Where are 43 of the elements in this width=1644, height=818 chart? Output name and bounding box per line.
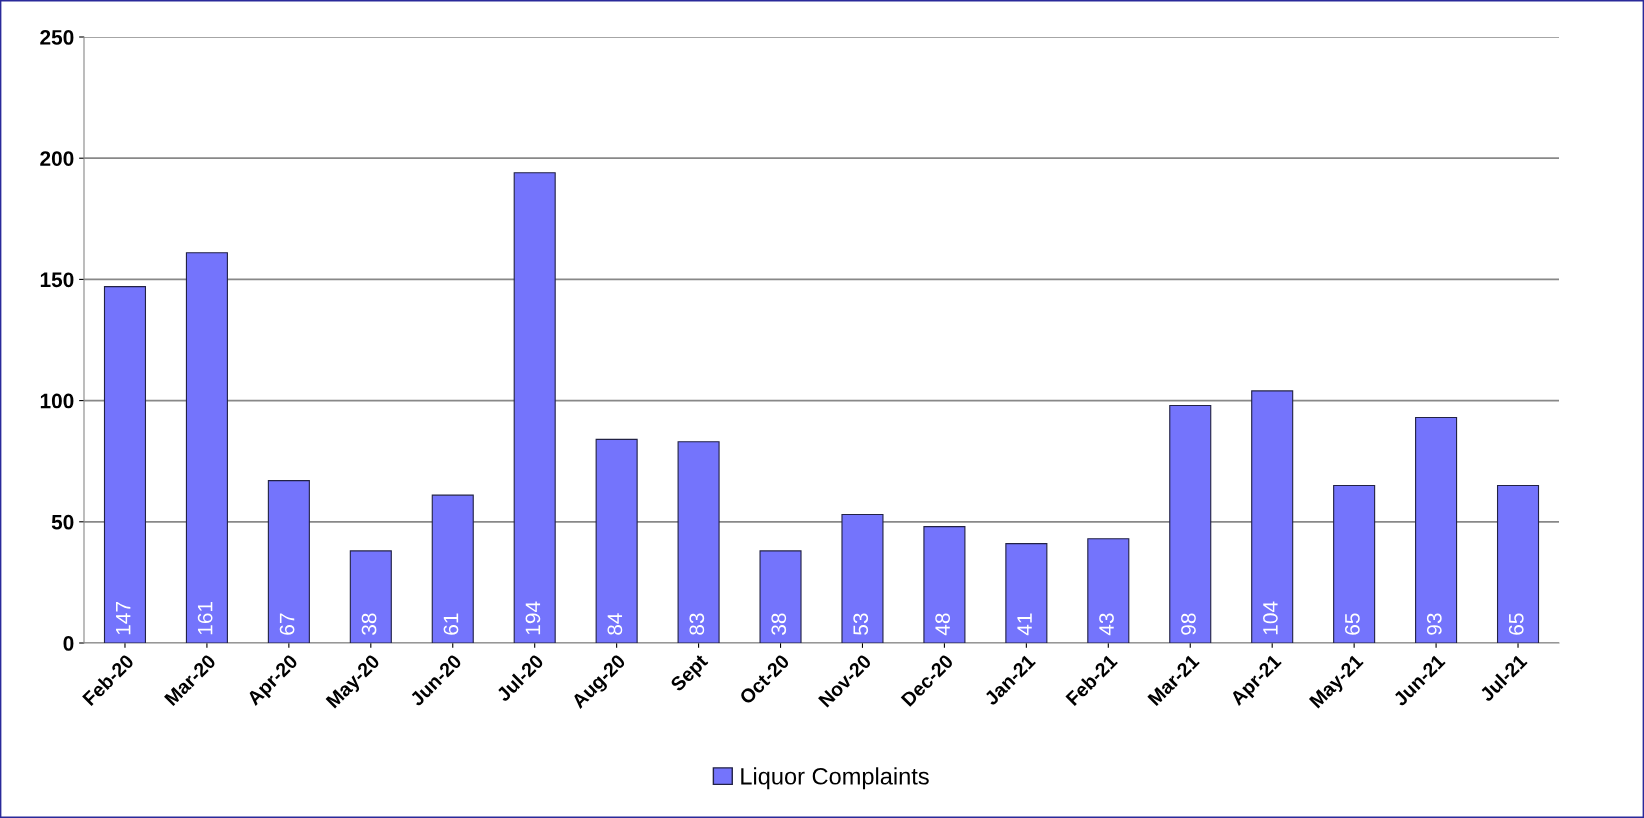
bar [513, 172, 556, 643]
data-label: 65 [1508, 613, 1524, 635]
data-label: 83 [689, 613, 705, 635]
data-label: 93 [1426, 613, 1442, 635]
bar [759, 550, 802, 643]
data-label: 41 [1017, 613, 1032, 636]
data-label: 61 [443, 613, 459, 635]
data-label: 53 [853, 613, 869, 635]
bar [349, 550, 392, 643]
bar [1087, 538, 1130, 643]
bar [1415, 417, 1458, 643]
data-label: 194 [525, 601, 541, 635]
y-tick-label: 100 [40, 393, 74, 409]
bar [677, 441, 720, 643]
bar [841, 513, 884, 643]
data-label: 84 [607, 613, 623, 635]
y-tick-label: 50 [51, 514, 74, 530]
data-label: 147 [116, 602, 131, 635]
y-tick-label: 0 [63, 636, 74, 651]
data-label: 161 [197, 601, 213, 635]
data-label: 43 [1099, 613, 1114, 636]
bar [103, 286, 147, 643]
bar [1333, 484, 1376, 643]
bar [185, 252, 228, 643]
data-label: 104 [1263, 601, 1278, 635]
legend-label: Liquor Complaints [741, 767, 929, 790]
bar [1496, 484, 1540, 643]
y-tick-label: 200 [40, 151, 74, 166]
y-tick-label: 150 [40, 272, 74, 288]
bar [595, 438, 638, 643]
data-label: 48 [935, 613, 951, 636]
data-label: 98 [1181, 613, 1196, 635]
y-tick-label: 250 [40, 30, 74, 45]
data-label: 67 [279, 613, 295, 635]
data-label: 38 [361, 613, 377, 635]
bar [431, 494, 474, 643]
bar [1005, 543, 1048, 643]
bar [267, 480, 310, 643]
bar [923, 526, 966, 643]
data-label: 38 [771, 613, 787, 635]
data-label: 65 [1344, 613, 1360, 635]
bar [1251, 390, 1294, 643]
bar [1169, 404, 1212, 643]
